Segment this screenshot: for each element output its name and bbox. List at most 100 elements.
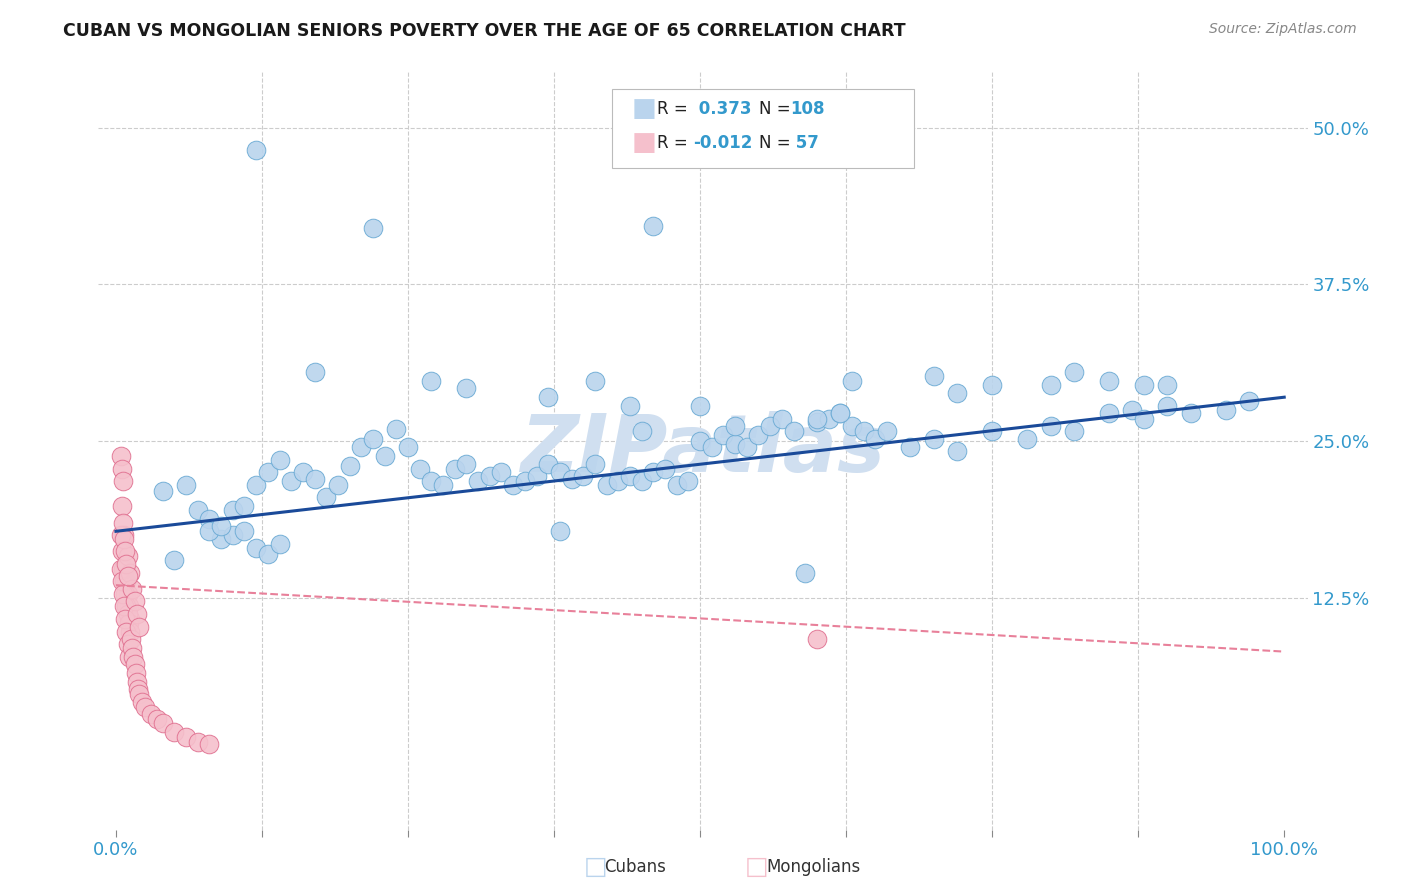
Point xyxy=(112,599,135,614)
Point xyxy=(117,607,139,621)
Point xyxy=(595,478,617,492)
Point xyxy=(630,474,652,488)
Point xyxy=(420,474,443,488)
Point xyxy=(339,459,361,474)
Point xyxy=(806,632,828,646)
Point xyxy=(561,472,583,486)
Point xyxy=(233,524,256,539)
Point xyxy=(361,221,384,235)
Point xyxy=(114,587,136,601)
Point xyxy=(724,436,747,450)
Point xyxy=(1098,407,1121,421)
Point xyxy=(209,532,232,546)
Text: 0.373: 0.373 xyxy=(693,100,752,118)
Text: R =: R = xyxy=(657,134,693,152)
Text: □: □ xyxy=(745,855,769,879)
Point xyxy=(315,491,337,505)
Point xyxy=(112,528,135,542)
Point xyxy=(361,432,384,446)
Point xyxy=(198,737,221,751)
Point xyxy=(385,421,408,435)
Point xyxy=(233,500,256,514)
Text: ■: ■ xyxy=(631,95,657,122)
Point xyxy=(806,415,828,429)
Text: R =: R = xyxy=(657,100,693,118)
Point xyxy=(117,549,139,564)
Point xyxy=(689,434,711,448)
Point xyxy=(607,474,630,488)
Point xyxy=(125,674,148,689)
Point xyxy=(841,419,863,434)
Point xyxy=(174,730,197,744)
Point xyxy=(1133,411,1156,425)
Point xyxy=(111,516,134,530)
Point xyxy=(128,619,150,633)
Point xyxy=(1237,394,1260,409)
Point xyxy=(125,607,148,621)
Point xyxy=(456,381,478,395)
Point xyxy=(1098,374,1121,388)
Point xyxy=(782,424,804,438)
Point xyxy=(981,377,1004,392)
Point xyxy=(209,519,232,533)
Text: 108: 108 xyxy=(790,100,825,118)
Point xyxy=(643,219,665,233)
Point xyxy=(111,587,134,601)
Point xyxy=(163,724,186,739)
Point xyxy=(865,432,887,446)
Point xyxy=(115,557,138,571)
Point xyxy=(817,411,839,425)
Point xyxy=(111,562,134,576)
Point xyxy=(114,544,136,558)
Text: CUBAN VS MONGOLIAN SENIORS POVERTY OVER THE AGE OF 65 CORRELATION CHART: CUBAN VS MONGOLIAN SENIORS POVERTY OVER … xyxy=(63,22,905,40)
Point xyxy=(110,562,132,576)
Point xyxy=(118,612,141,626)
Point xyxy=(548,524,571,539)
Point xyxy=(110,449,132,463)
Point xyxy=(747,427,769,442)
Point xyxy=(124,657,146,672)
Point xyxy=(513,474,536,488)
Point xyxy=(526,469,548,483)
Point xyxy=(374,449,396,463)
Point xyxy=(121,582,143,596)
Text: N =: N = xyxy=(759,100,796,118)
Point xyxy=(806,411,828,425)
Point xyxy=(654,461,676,475)
Point xyxy=(291,466,314,480)
Point xyxy=(111,461,134,475)
Point xyxy=(583,457,606,471)
Point xyxy=(117,587,139,601)
Point xyxy=(981,424,1004,438)
Point xyxy=(127,682,149,697)
Text: □: □ xyxy=(583,855,607,879)
Point xyxy=(689,399,711,413)
Text: N =: N = xyxy=(759,134,796,152)
Point xyxy=(118,649,141,664)
Point xyxy=(174,478,197,492)
Point xyxy=(280,474,302,488)
Point xyxy=(491,466,513,480)
Point xyxy=(115,574,138,589)
Text: ■: ■ xyxy=(631,129,657,156)
Point xyxy=(117,569,139,583)
Point xyxy=(125,665,148,680)
Point xyxy=(187,735,209,749)
Point xyxy=(643,466,665,480)
Point xyxy=(350,440,373,454)
Point xyxy=(1017,432,1039,446)
Point xyxy=(131,695,153,709)
Text: 57: 57 xyxy=(790,134,820,152)
Point xyxy=(420,374,443,388)
Point xyxy=(256,466,278,480)
Point xyxy=(946,386,969,401)
Point xyxy=(111,574,134,589)
Point xyxy=(898,440,921,454)
Point xyxy=(222,503,245,517)
Point xyxy=(115,599,138,614)
Point xyxy=(946,444,969,458)
Point xyxy=(759,419,782,434)
Point xyxy=(245,478,267,492)
Point xyxy=(111,474,134,488)
Point xyxy=(117,637,139,651)
